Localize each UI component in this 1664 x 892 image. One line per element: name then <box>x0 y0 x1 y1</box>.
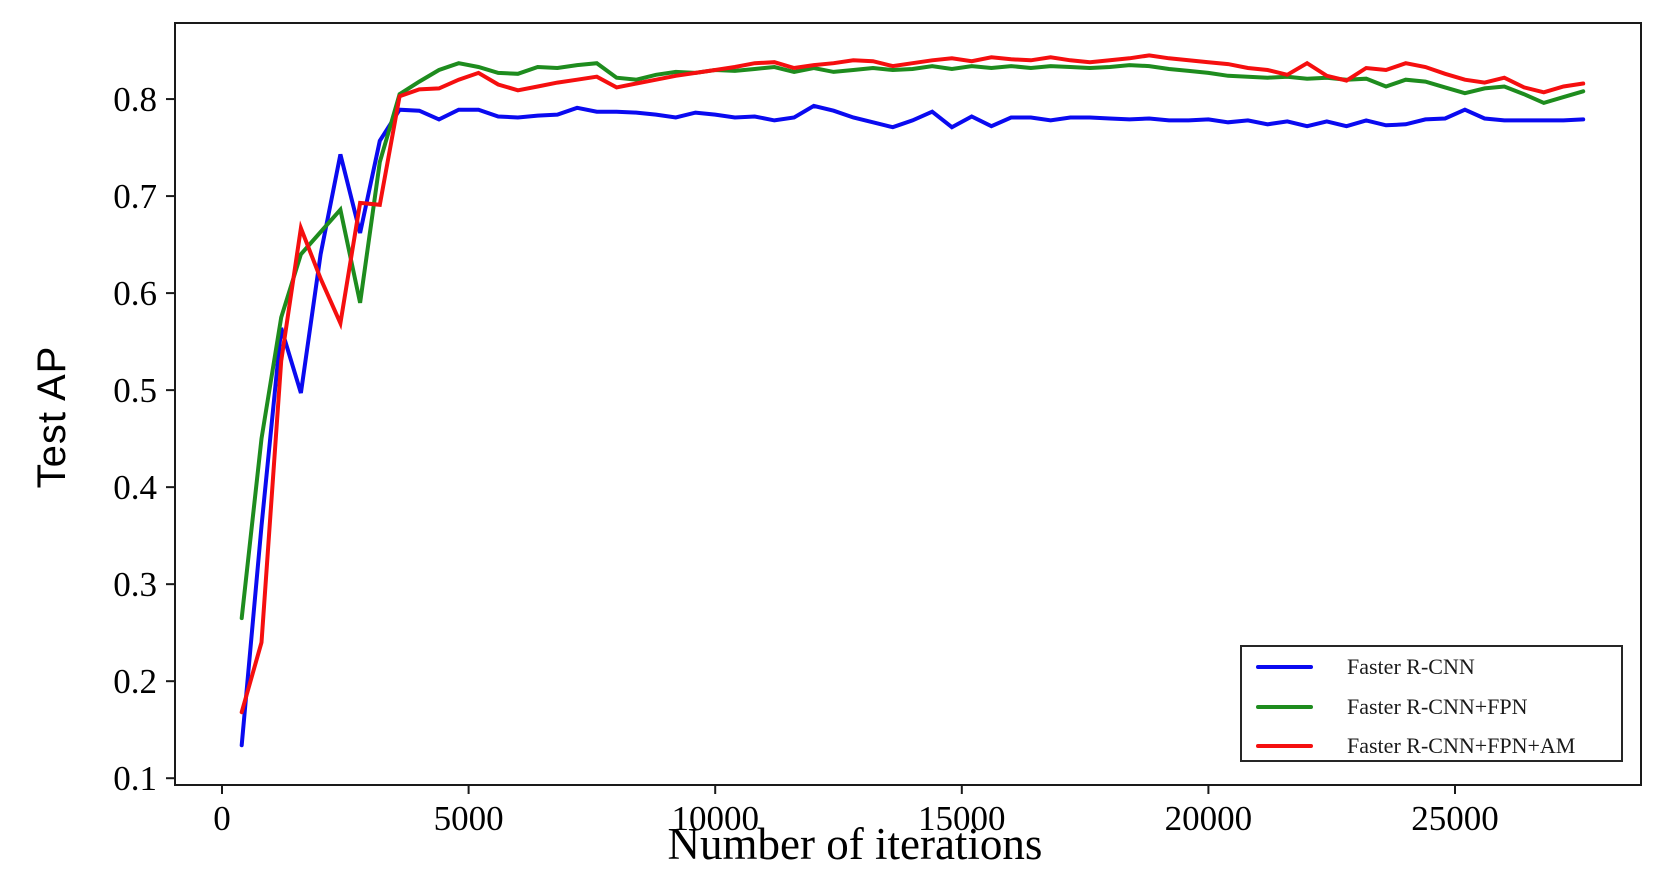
legend-entry-faster-rcnn-fpn: Faster R-CNN+FPN <box>1242 687 1621 727</box>
y-axis-label: Test AP <box>30 345 74 489</box>
series-line-faster-r-cnn-fpn <box>239 61 1586 621</box>
axis-tick-labels: 0 5000 10000 15000 20000 25000 0.1 0.2 0.3 0.4 0.5… <box>113 80 1499 838</box>
x-tick-label: 0 <box>213 799 231 838</box>
x-tick-label: 10000 <box>671 799 759 838</box>
legend-label: Faster R-CNN+FPN <box>1347 694 1528 719</box>
y-tick-label: 0.5 <box>113 371 157 410</box>
data-series-lines <box>239 53 1586 748</box>
legend-label: Faster R-CNN+FPN+AM <box>1347 733 1576 758</box>
x-tick-label: 5000 <box>434 799 504 838</box>
y-tick-label: 0.2 <box>113 662 157 701</box>
legend-line-swatch-green <box>1256 705 1313 709</box>
series-line-faster-r-cnn-fpn-am <box>239 53 1586 715</box>
y-tick-label: 0.4 <box>113 468 157 507</box>
y-tick-label: 0.3 <box>113 565 157 604</box>
axis-ticks <box>166 98 1457 794</box>
y-tick-label: 0.7 <box>113 177 157 216</box>
y-tick-label: 0.8 <box>113 80 157 119</box>
legend-line-swatch-blue <box>1256 665 1313 669</box>
y-tick-label: 0.6 <box>113 274 157 313</box>
legend-label: Faster R-CNN <box>1347 654 1475 679</box>
x-axis-label: Number of iterations <box>667 819 1043 869</box>
x-tick-label: 20000 <box>1165 799 1253 838</box>
legend-entry-faster-rcnn: Faster R-CNN <box>1242 647 1621 687</box>
legend-entry-faster-rcnn-fpn-am: Faster R-CNN+FPN+AM <box>1242 726 1621 766</box>
legend-box: Faster R-CNN Faster R-CNN+FPN Faster R-C… <box>1240 645 1623 762</box>
legend-line-swatch-red <box>1256 744 1313 748</box>
x-tick-label: 15000 <box>918 799 1006 838</box>
series-line-faster-r-cnn <box>239 103 1586 748</box>
y-tick-label: 0.1 <box>113 759 157 798</box>
plot-border <box>174 22 1642 786</box>
x-tick-label: 25000 <box>1411 799 1499 838</box>
